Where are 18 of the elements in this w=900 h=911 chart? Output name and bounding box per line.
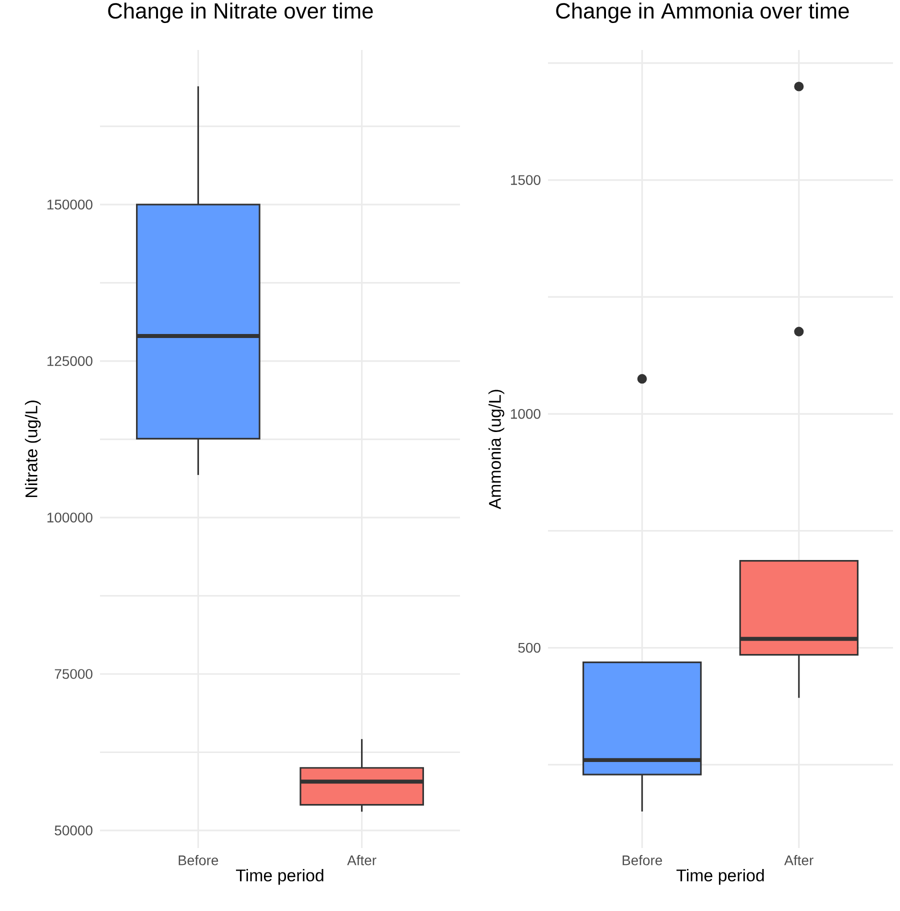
x-tick-label: After xyxy=(347,855,376,866)
y-tick-label: 500 xyxy=(518,642,540,653)
y-tick-label: 100000 xyxy=(47,512,92,522)
x-tick-label: After xyxy=(784,855,814,866)
chart-title: Change in Nitrate over time xyxy=(108,2,373,23)
x-tick-label: Before xyxy=(622,855,662,866)
x-axis-title: Time period xyxy=(236,868,324,885)
y-tick-label: 75000 xyxy=(54,669,92,679)
y-tick-label: 150000 xyxy=(47,200,92,210)
chart-title: Change in Ammonia over time xyxy=(556,2,849,23)
y-tick-label: 50000 xyxy=(54,826,92,836)
y-axis-title: Ammonia (ug/L) xyxy=(488,390,504,510)
y-tick-label: 125000 xyxy=(47,356,92,366)
y-axis-title: Nitrate (ug/L) xyxy=(24,400,41,498)
y-tick-label: 1500 xyxy=(511,175,540,185)
x-tick-label: Before xyxy=(178,855,218,866)
y-tick-label: 1000 xyxy=(511,408,540,419)
x-axis-title: Time period xyxy=(676,868,764,885)
